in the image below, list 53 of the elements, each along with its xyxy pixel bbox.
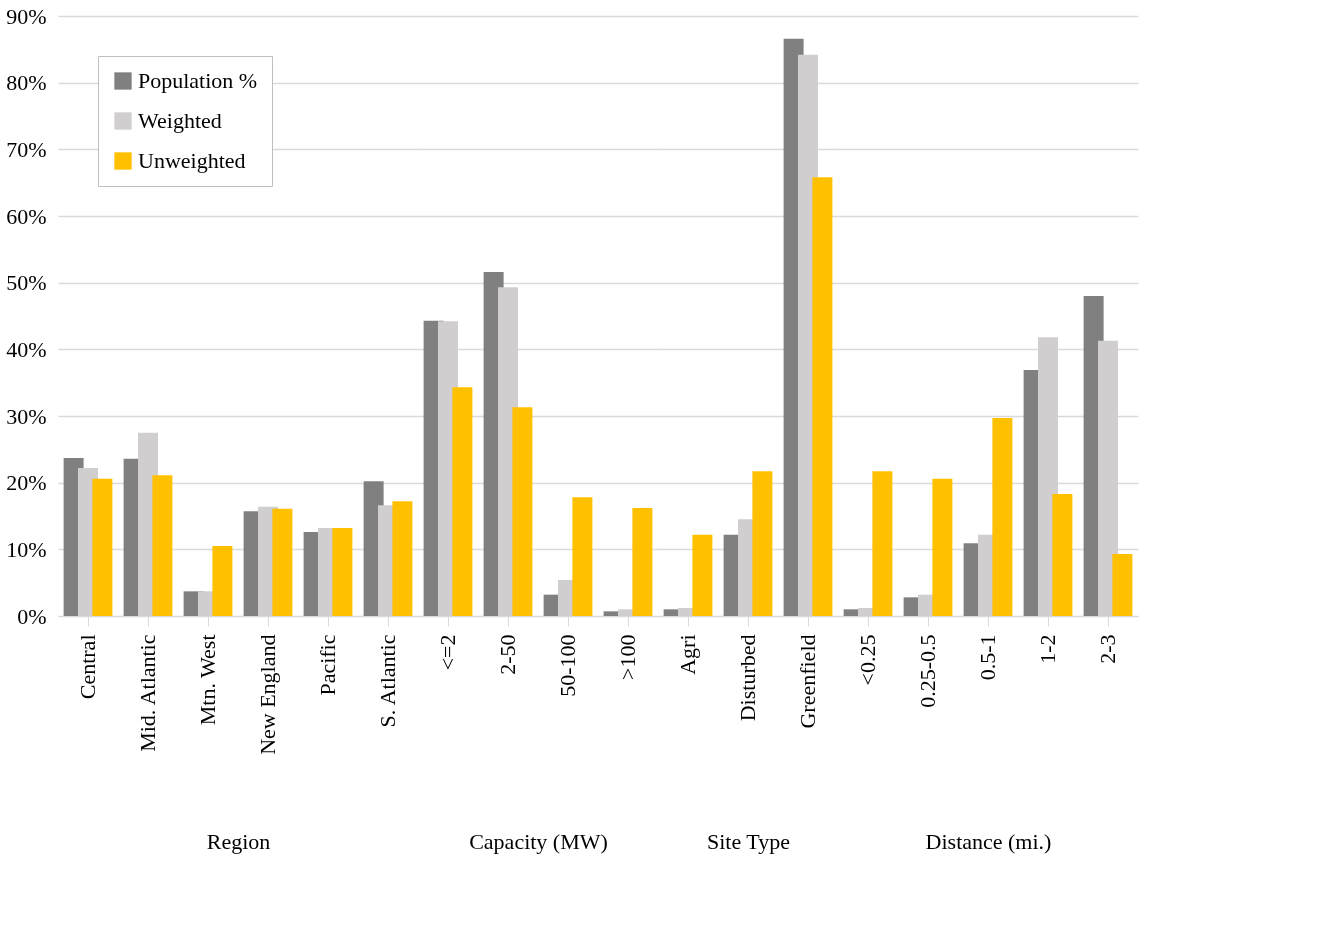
- y-tick-label: 20%: [6, 470, 47, 496]
- bar: [572, 497, 593, 616]
- bar: [212, 546, 233, 616]
- bar: [812, 177, 833, 616]
- x-tick-label: Pacific: [315, 634, 340, 696]
- bar: [932, 478, 953, 616]
- legend-label: Population %: [138, 68, 258, 93]
- x-tick-label: >100: [615, 634, 640, 680]
- bar: [92, 478, 113, 616]
- bar: [332, 528, 353, 616]
- x-tick-label: 0.5-1: [975, 634, 1000, 681]
- x-tick-label: Greenfield: [795, 634, 820, 729]
- x-tick-label: 2-3: [1095, 634, 1120, 664]
- x-tick-label: New England: [255, 634, 280, 755]
- x-tick-label: Mtn. West: [195, 634, 220, 726]
- x-tick-label: S. Atlantic: [375, 634, 400, 728]
- x-axis-title: Capacity (MW): [469, 828, 608, 854]
- y-tick-label: 50%: [6, 270, 47, 296]
- x-tick-label: 2-50: [495, 634, 520, 675]
- bar: [272, 508, 293, 616]
- x-tick-label: Central: [75, 634, 100, 700]
- bar: [392, 501, 413, 616]
- bar: [512, 407, 533, 616]
- x-axis-title: Site Type: [707, 828, 790, 854]
- x-tick-label: <0.25: [855, 634, 880, 686]
- x-tick-label: 50-100: [555, 634, 580, 697]
- x-tick-label: Agri: [675, 634, 700, 675]
- x-tick-label: Mid. Atlantic: [135, 634, 160, 752]
- x-tick-label: Disturbed: [735, 634, 760, 722]
- y-tick-label: 70%: [6, 136, 47, 162]
- bar: [452, 387, 473, 616]
- y-tick-label: 40%: [6, 336, 47, 362]
- bar: [152, 475, 173, 616]
- y-tick-label: 60%: [6, 203, 47, 229]
- x-tick-label: 1-2: [1035, 634, 1060, 664]
- y-tick-label: 80%: [6, 70, 47, 96]
- legend-label: Weighted: [138, 108, 222, 133]
- x-axis-title: Distance (mi.): [925, 828, 1052, 854]
- y-tick-label: 10%: [6, 536, 47, 562]
- bar: [1112, 554, 1133, 616]
- bar: [632, 508, 653, 616]
- y-tick-label: 0%: [17, 603, 47, 629]
- bar: [1052, 494, 1073, 616]
- y-tick-label: 30%: [6, 403, 47, 429]
- x-tick-label: 0.25-0.5: [915, 634, 940, 708]
- legend-label: Unweighted: [138, 148, 246, 173]
- x-axis-title: Region: [206, 828, 271, 854]
- bar: [872, 471, 893, 616]
- bar: [692, 534, 713, 616]
- x-tick-label: <=2: [435, 634, 460, 671]
- bar: [992, 418, 1013, 616]
- bar: [752, 471, 773, 616]
- y-tick-label: 90%: [6, 3, 47, 29]
